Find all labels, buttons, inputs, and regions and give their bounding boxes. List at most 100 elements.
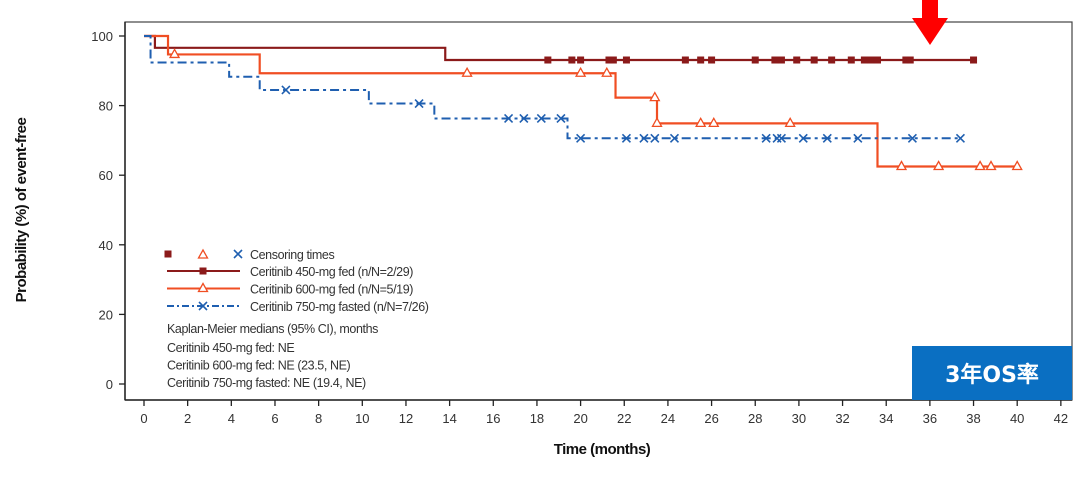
x-stroke	[556, 113, 566, 124]
legend-marker-600mg-fed	[197, 282, 209, 293]
legend-censor-label: Censoring times	[250, 248, 334, 262]
x-tick-label: 20	[573, 411, 587, 426]
censor-mark	[810, 56, 818, 64]
censor-mark	[503, 113, 514, 124]
censor-mark	[605, 56, 613, 64]
censor-mark	[697, 56, 705, 64]
censor-mark	[974, 160, 986, 171]
censor-mark	[771, 56, 779, 64]
legend-marker-750mg-fasted	[198, 301, 208, 311]
censor-mark	[777, 56, 785, 64]
km-line-450mg-fed	[144, 34, 974, 62]
red-arrow-icon	[912, 0, 948, 45]
x-stroke	[669, 133, 680, 143]
censor-mark	[751, 56, 759, 64]
median-entry: Ceritinib 600-mg fed: NE (23.5, NE)	[167, 359, 351, 373]
censor-mark	[168, 48, 181, 59]
x-tick-label: 42	[1054, 411, 1068, 426]
os-rate-annotation: 3年OS率	[912, 346, 1072, 400]
x-tick-label: 28	[748, 411, 762, 426]
x-tick-label: 36	[923, 411, 937, 426]
censor-mark	[970, 56, 978, 64]
censor-mark	[568, 56, 576, 64]
censor-mark	[651, 117, 663, 127]
censor-mark	[776, 133, 787, 143]
x-stroke	[519, 113, 529, 124]
legend-marker-450mg-fed	[199, 267, 207, 275]
x-stroke	[621, 133, 632, 143]
x-stroke	[853, 133, 863, 143]
y-tick-label: 100	[91, 29, 113, 44]
median-entry: Ceritinib 450-mg fed: NE	[167, 341, 294, 355]
x-tick-label: 0	[140, 411, 147, 426]
legend-censor-square	[164, 250, 172, 258]
x-stroke	[907, 133, 917, 143]
censor-mark	[609, 56, 617, 64]
legend-censor-triangle	[197, 248, 209, 259]
median-entry: Ceritinib 750-mg fasted: NE (19.4, NE)	[167, 376, 366, 390]
censor-mark	[556, 113, 566, 124]
censor-mark	[867, 56, 875, 64]
x-tick-label: 12	[399, 411, 413, 426]
censor-mark	[873, 56, 881, 64]
medians-title: Kaplan-Meier medians (95% CI), months	[167, 322, 378, 336]
y-axis-label: Probability (%) of event-free	[13, 117, 30, 302]
x-stroke	[650, 133, 660, 143]
censor-mark	[621, 133, 632, 143]
censor-mark	[772, 133, 782, 143]
x-tick-label: 40	[1010, 411, 1024, 426]
x-stroke	[776, 133, 787, 143]
censor-mark	[669, 133, 680, 143]
y-tick-label: 80	[99, 99, 113, 114]
x-tick-label: 14	[442, 411, 456, 426]
x-tick-label: 6	[271, 411, 278, 426]
censor-mark	[622, 56, 630, 64]
curves	[144, 34, 1023, 171]
censor-mark	[695, 117, 707, 127]
censor-mark	[907, 133, 917, 143]
censor-mark	[536, 113, 546, 124]
censor-mark	[906, 56, 914, 64]
censor-mark	[798, 133, 808, 143]
x-tick-label: 10	[355, 411, 369, 426]
censor-mark	[574, 66, 587, 77]
x-stroke	[414, 98, 424, 109]
censor-mark	[650, 133, 660, 143]
censor-mark	[281, 85, 291, 95]
y-tick-label: 40	[99, 238, 113, 253]
series-450mg-fed	[144, 34, 978, 64]
x-tick-label: 30	[792, 411, 806, 426]
x-tick-label: 34	[879, 411, 893, 426]
x-stroke	[503, 113, 514, 124]
series-750mg-fasted	[144, 35, 966, 143]
censor-mark	[933, 160, 945, 171]
censor-mark	[955, 133, 966, 143]
censor-mark	[414, 98, 424, 109]
censor-mark	[828, 56, 836, 64]
x-stroke	[281, 85, 291, 95]
censor-mark	[902, 56, 910, 64]
series-600mg-fed	[144, 34, 1023, 171]
x-stroke	[798, 133, 808, 143]
censor-mark	[461, 66, 473, 77]
x-stroke	[198, 301, 208, 311]
censor-mark	[847, 56, 855, 64]
x-tick-label: 22	[617, 411, 631, 426]
legend-label-600mg-fed: Ceritinib 600-mg fed (n/N=5/19)	[250, 283, 413, 297]
x-stroke	[536, 113, 546, 124]
y-tick-label: 20	[99, 307, 113, 322]
censor-mark	[708, 117, 720, 127]
x-stroke	[576, 133, 586, 143]
censor-mark	[985, 160, 997, 171]
censor-mark	[793, 56, 801, 64]
censor-mark	[681, 56, 689, 64]
x-tick-label: 32	[835, 411, 849, 426]
censor-mark	[761, 133, 771, 143]
censor-mark	[860, 56, 868, 64]
legend-label-750mg-fasted: Ceritinib 750-mg fasted (n/N=7/26)	[250, 300, 429, 314]
censor-mark	[895, 160, 908, 171]
censor-mark	[784, 117, 796, 127]
legend: Censoring times Ceritinib 450-mg fed (n/N…	[164, 248, 429, 390]
km-line-750mg-fasted	[144, 35, 961, 140]
censor-mark	[822, 133, 832, 143]
